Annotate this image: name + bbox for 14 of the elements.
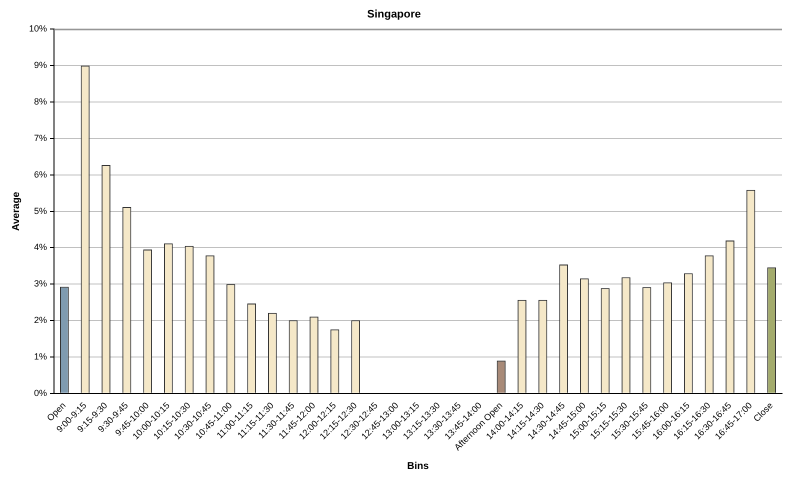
x-axis-title: Bins xyxy=(407,460,430,472)
y-tick-label: 4% xyxy=(34,242,48,252)
y-tick-label: 1% xyxy=(34,351,48,362)
y-tick-label: 8% xyxy=(34,96,48,107)
y-axis-title: Average xyxy=(10,191,22,231)
y-tick-label: 9% xyxy=(34,60,48,70)
y-tick-label: 3% xyxy=(34,278,48,289)
y-tick-label: 5% xyxy=(34,206,48,216)
chart-title: Singapore xyxy=(367,8,421,21)
y-tick-label: 10% xyxy=(29,24,48,34)
y-tick-label: 7% xyxy=(34,132,48,143)
y-tick-label: 6% xyxy=(34,169,48,180)
y-tick-label: 0% xyxy=(34,388,48,398)
y-tick-label: 2% xyxy=(34,315,48,326)
